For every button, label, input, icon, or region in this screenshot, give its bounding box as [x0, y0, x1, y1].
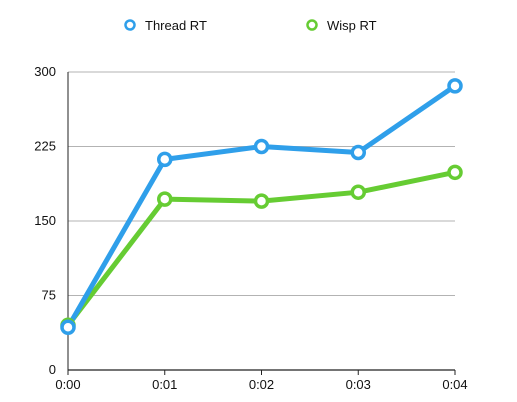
x-tick-label: 0:04 — [442, 377, 467, 392]
y-tick-label: 225 — [34, 139, 56, 154]
series-layer — [60, 78, 463, 336]
x-tick-label: 0:00 — [55, 377, 80, 392]
y-tick-label: 300 — [34, 64, 56, 79]
data-point — [60, 319, 76, 336]
data-point — [447, 78, 463, 94]
data-point — [253, 138, 270, 155]
y-tick-label: 0 — [49, 362, 56, 377]
data-point — [447, 164, 463, 181]
x-tick-label: 0:01 — [152, 377, 177, 392]
data-point — [157, 191, 173, 207]
x-tick-label: 0:03 — [346, 377, 371, 392]
data-point — [350, 144, 366, 161]
legend-item: Wisp RT — [306, 18, 377, 33]
legend-label: Wisp RT — [327, 18, 377, 33]
tick-labels: 0 75 150 225 300 0:00 0:01 0:02 0:03 0:04 — [34, 64, 467, 392]
data-point — [253, 193, 270, 209]
data-point — [350, 184, 366, 200]
legend-marker-icon — [124, 19, 136, 31]
y-tick-label: 75 — [42, 288, 56, 303]
legend-label: Thread RT — [145, 18, 207, 33]
legend-marker-icon — [306, 19, 318, 31]
legend: Thread RT Wisp RT — [124, 18, 377, 33]
x-tick-label: 0:02 — [249, 377, 274, 392]
data-point — [157, 151, 173, 168]
legend-item: Thread RT — [124, 18, 207, 33]
y-tick-label: 150 — [34, 213, 56, 228]
